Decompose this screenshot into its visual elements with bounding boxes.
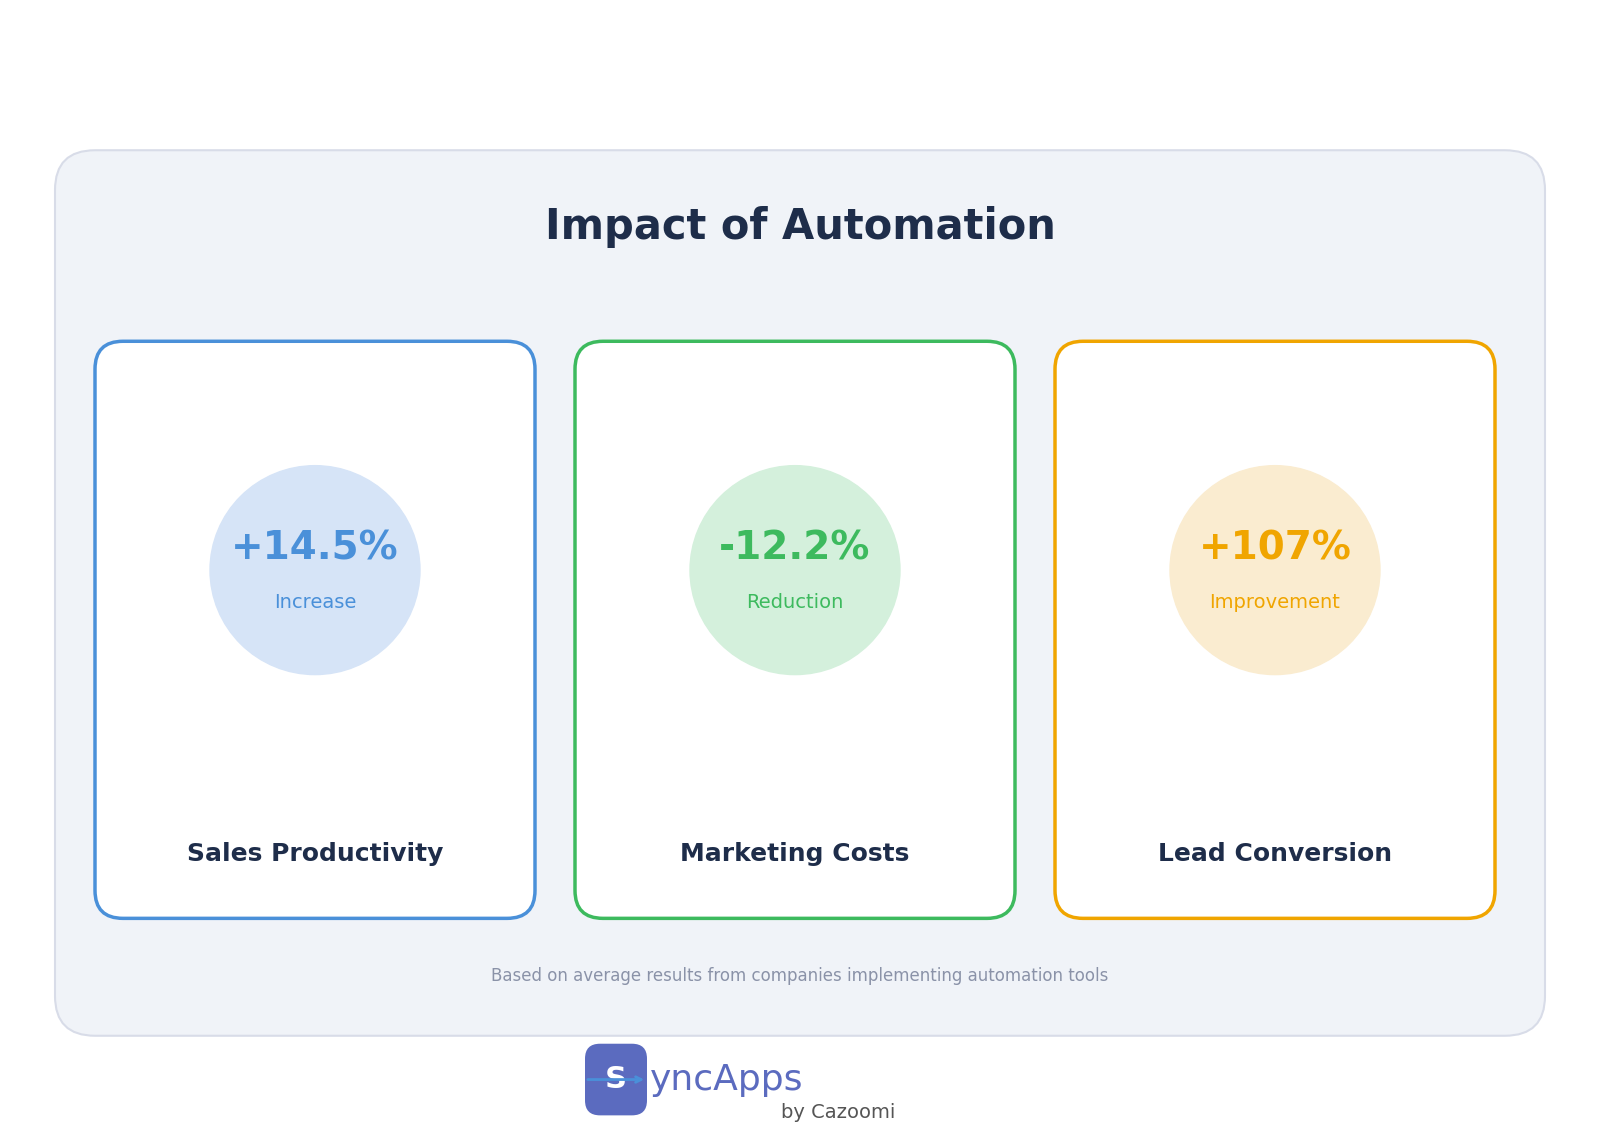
Circle shape bbox=[690, 466, 899, 675]
Text: yncApps: yncApps bbox=[650, 1062, 803, 1096]
Text: +107%: +107% bbox=[1198, 529, 1352, 567]
Text: by Cazoomi: by Cazoomi bbox=[781, 1103, 894, 1122]
FancyBboxPatch shape bbox=[574, 341, 1014, 919]
FancyBboxPatch shape bbox=[54, 150, 1546, 1035]
Text: Reduction: Reduction bbox=[746, 593, 843, 612]
Text: -12.2%: -12.2% bbox=[720, 529, 870, 567]
Text: Impact of Automation: Impact of Automation bbox=[544, 206, 1056, 248]
FancyBboxPatch shape bbox=[1054, 341, 1494, 919]
Text: Lead Conversion: Lead Conversion bbox=[1158, 841, 1392, 866]
Circle shape bbox=[210, 466, 421, 675]
FancyBboxPatch shape bbox=[586, 1043, 646, 1115]
Text: Sales Productivity: Sales Productivity bbox=[187, 841, 443, 866]
FancyBboxPatch shape bbox=[94, 341, 534, 919]
Text: Improvement: Improvement bbox=[1210, 593, 1341, 612]
Text: Marketing Costs: Marketing Costs bbox=[680, 841, 910, 866]
Text: S: S bbox=[605, 1065, 627, 1094]
Text: Increase: Increase bbox=[274, 593, 357, 612]
Text: Based on average results from companies implementing automation tools: Based on average results from companies … bbox=[491, 967, 1109, 985]
Text: +14.5%: +14.5% bbox=[230, 529, 398, 567]
Circle shape bbox=[1170, 466, 1379, 675]
